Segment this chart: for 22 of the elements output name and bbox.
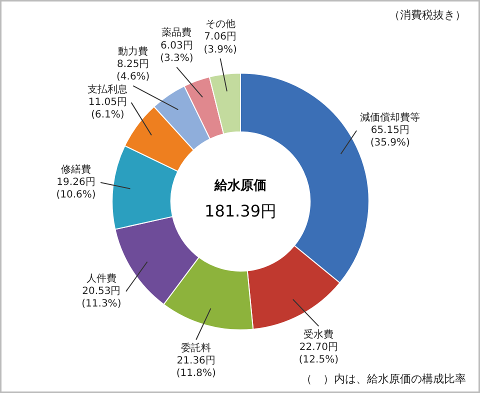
data-label: 22.70円 (12.5%) (298, 342, 339, 366)
data-label: 7.06円 (3.9%) (204, 32, 238, 56)
slice-label: 修繕費 (61, 163, 91, 176)
slice-label: その他 (205, 18, 236, 30)
slice-label: 減価償却費等 (360, 111, 420, 124)
text: 181.39円 (204, 202, 276, 221)
slice-label: 受水費 (304, 328, 334, 340)
slice-label: 薬品費 (162, 26, 192, 39)
data-label: 20.53円 (11.3%) (82, 286, 122, 310)
slice-label: 動力費 (118, 45, 148, 58)
data-label: 19.26円 (10.6%) (56, 176, 96, 201)
text: （ ）内は、給水原価の構成比率 (301, 372, 466, 386)
text: 給水原価 (214, 178, 266, 194)
data-label: 8.25円 (4.6%) (116, 58, 150, 83)
text: （消費税抜き） (389, 8, 466, 22)
slice-label: 支払利息 (88, 83, 128, 96)
data-label: 6.03円 (3.3%) (160, 40, 194, 64)
data-label: 65.15円 (35.9%) (370, 125, 410, 149)
slice-label: 委託料 (181, 342, 212, 354)
slice-label: 人件費 (86, 272, 116, 284)
data-label: 11.05円 (6.1%) (88, 97, 128, 121)
data-label: 21.36円 (11.8%) (176, 356, 216, 380)
